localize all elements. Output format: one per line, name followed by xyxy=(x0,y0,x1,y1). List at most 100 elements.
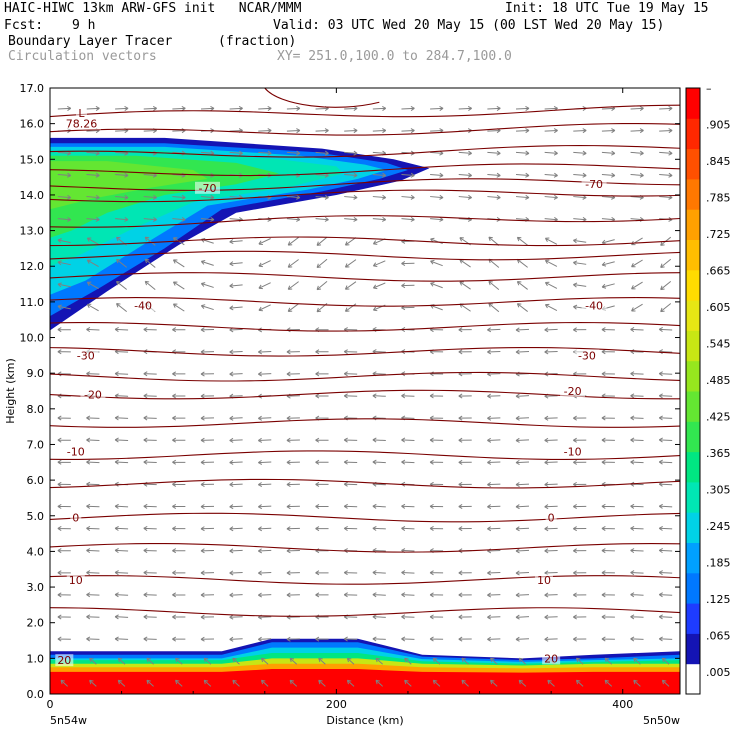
y-axis-label: Height (km) xyxy=(4,358,17,424)
circulation-vector xyxy=(459,303,471,312)
circulation-vector xyxy=(372,614,386,620)
circulation-vector xyxy=(601,128,616,134)
circulation-vector xyxy=(544,636,558,642)
circulation-vector xyxy=(458,592,472,598)
circulation-vector xyxy=(114,459,129,465)
field-units: (fraction) xyxy=(218,34,297,49)
circulation-vector xyxy=(114,592,129,598)
circulation-vector xyxy=(343,349,358,355)
circulation-vector xyxy=(258,106,272,111)
init-time: Init: 18 UTC Tue 19 May 15 xyxy=(505,1,709,16)
circulation-vector xyxy=(344,237,357,246)
circulation-vector xyxy=(143,371,157,377)
circulation-vector xyxy=(346,657,355,665)
circulation-vector xyxy=(258,482,272,488)
y-tick-label: 9.0 xyxy=(27,367,45,380)
circulation-vector xyxy=(375,679,383,687)
circulation-vector xyxy=(601,437,615,443)
circulation-vector xyxy=(429,614,444,620)
colorbar-label: .905 xyxy=(706,118,731,131)
circulation-vector xyxy=(57,238,71,244)
circulation-vector xyxy=(57,194,72,200)
circulation-vector xyxy=(429,592,444,598)
circulation-vector xyxy=(57,216,72,222)
circulation-vectors xyxy=(57,106,673,687)
circulation-vector xyxy=(659,106,673,111)
circulation-vector xyxy=(630,525,644,531)
circulation-vector xyxy=(315,592,329,598)
circulation-vector xyxy=(57,304,71,310)
circulation-vector xyxy=(601,503,615,509)
isotherm-contour xyxy=(50,346,680,357)
circulation-vector xyxy=(287,259,299,268)
circulation-vector xyxy=(544,281,558,289)
y-tick-label: 17.0 xyxy=(20,82,45,95)
contour-label-bg xyxy=(63,445,89,458)
isotherm-contour xyxy=(50,123,680,136)
circulation-vector xyxy=(86,237,99,245)
circulation-vector xyxy=(229,592,243,598)
circulation-vector xyxy=(658,459,673,465)
contour-label-bg xyxy=(534,573,553,586)
colorbar-swatch xyxy=(686,391,700,422)
circulation-vector xyxy=(343,393,358,399)
circulation-vector xyxy=(515,548,530,554)
circulation-vector xyxy=(547,679,555,687)
circulation-vector xyxy=(143,459,157,465)
circulation-vector xyxy=(286,592,300,598)
colorbar-label: .125 xyxy=(706,593,731,606)
circulation-vector xyxy=(458,415,472,421)
circulation-vector xyxy=(200,526,215,532)
circulation-vector xyxy=(315,349,329,355)
circulation-vector xyxy=(372,282,386,290)
circulation-vector xyxy=(172,415,186,421)
circulation-vector xyxy=(172,194,186,200)
circulation-vector xyxy=(430,194,444,200)
circulation-vector xyxy=(488,258,500,268)
circulation-vector xyxy=(143,415,157,421)
circulation-vector xyxy=(229,283,243,289)
circulation-vector xyxy=(487,393,501,399)
contour-label-bg xyxy=(560,385,586,397)
circulation-vector xyxy=(401,128,415,134)
contour-label-bg xyxy=(55,654,74,667)
circulation-vector xyxy=(515,437,530,443)
circulation-vector xyxy=(573,216,587,222)
circulation-vector xyxy=(459,281,471,290)
circulation-vector xyxy=(229,150,243,156)
circulation-vector xyxy=(316,236,328,246)
circulation-vector xyxy=(601,526,615,532)
circulation-vector xyxy=(229,548,243,554)
circulation-vector xyxy=(116,303,127,313)
circulation-vector xyxy=(200,282,214,288)
circulation-vector xyxy=(658,393,673,399)
circulation-vector xyxy=(57,327,71,333)
circulation-vector xyxy=(146,679,154,687)
circulation-vector xyxy=(258,570,272,576)
circulation-vector xyxy=(144,236,156,246)
circulation-vector xyxy=(515,349,530,355)
circulation-vector xyxy=(172,526,186,532)
circulation-vector xyxy=(630,172,644,178)
contour-label: -70 xyxy=(199,182,217,195)
circulation-vector xyxy=(200,504,215,510)
contour-label-bg xyxy=(130,299,156,312)
circulation-vector xyxy=(289,679,298,687)
circulation-vector xyxy=(114,614,129,620)
circulation-vector xyxy=(487,415,501,421)
circulation-vector xyxy=(458,526,472,532)
circulation-vector xyxy=(143,194,157,200)
circulation-vector xyxy=(401,172,415,178)
circulation-vector xyxy=(604,657,613,665)
circulation-vector xyxy=(172,592,186,598)
y-tick-label: 12.0 xyxy=(20,260,45,273)
circulation-vector xyxy=(575,679,584,687)
circulation-vector xyxy=(258,526,272,532)
colorbar-swatch xyxy=(686,451,700,483)
circulation-vector xyxy=(115,216,129,222)
circulation-vector xyxy=(143,437,157,443)
circulation-vector xyxy=(114,525,129,531)
isotherm-contour xyxy=(50,297,680,307)
circulation-vector xyxy=(544,128,558,134)
contour-label-bg xyxy=(560,445,586,458)
